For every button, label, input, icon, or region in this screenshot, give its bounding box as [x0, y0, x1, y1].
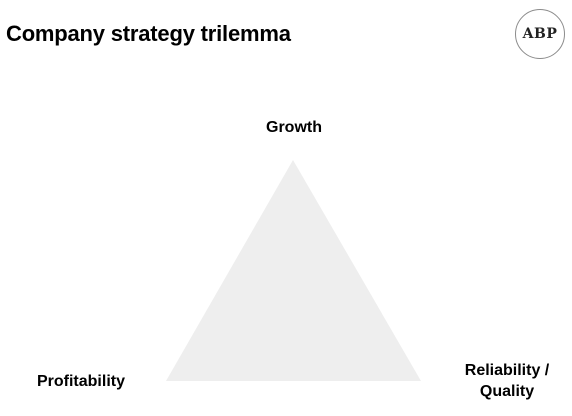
page-title: Company strategy trilemma [6, 21, 291, 46]
abp-logo: ABP [515, 9, 565, 59]
vertex-label-profitability: Profitability [36, 373, 125, 390]
trilemma-triangle [166, 160, 421, 381]
vertex-label-growth: Growth [266, 119, 322, 136]
vertex-label-reliability-quality: Reliability / Quality [464, 362, 550, 400]
